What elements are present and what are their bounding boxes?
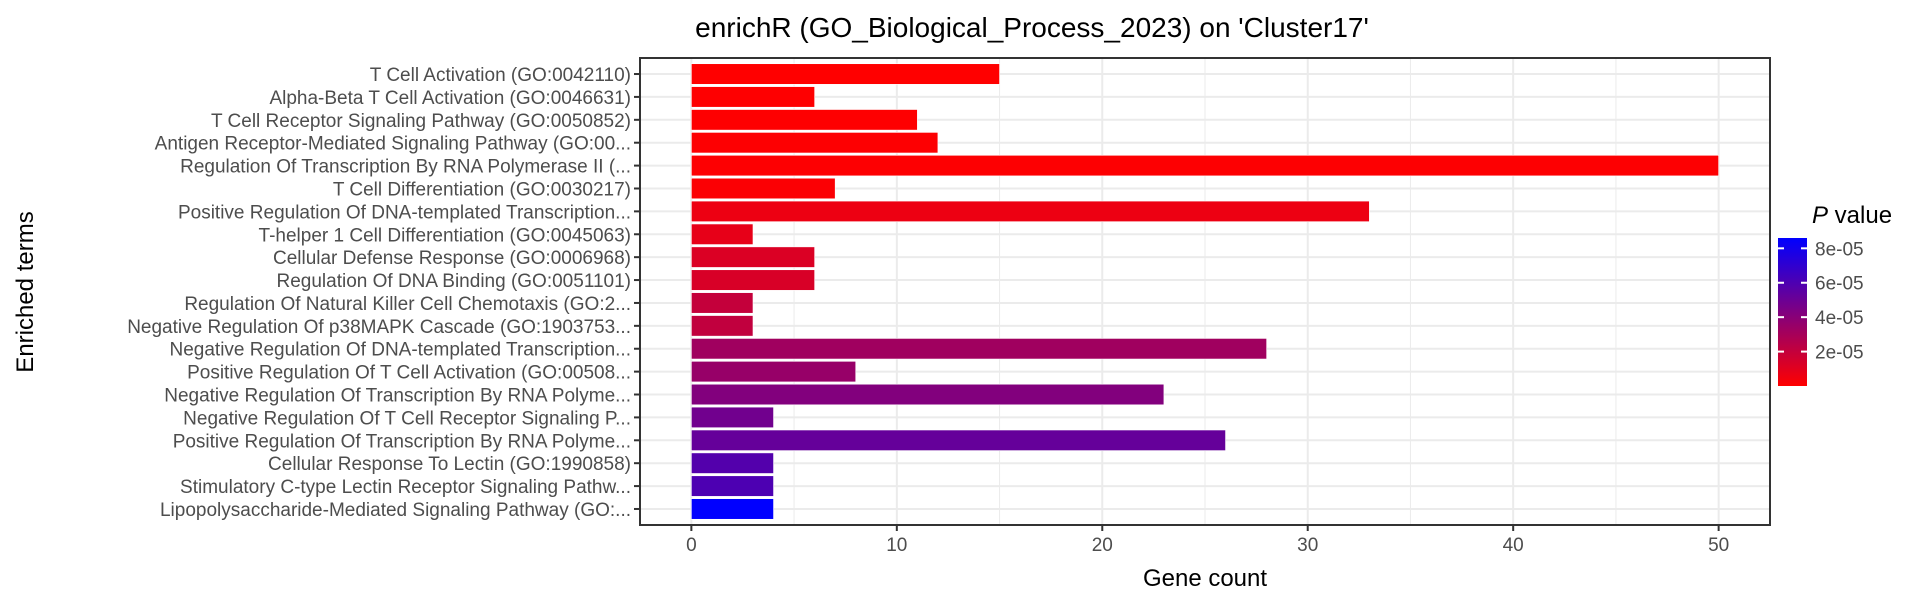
y-tick-label: T Cell Receptor Signaling Pathway (GO:00…: [211, 111, 631, 132]
bar: [691, 452, 774, 474]
bar: [691, 361, 857, 383]
y-tick-label: Regulation Of Transcription By RNA Polym…: [180, 157, 631, 178]
x-tick-label: 40: [1503, 535, 1524, 556]
y-tick-label: Negative Regulation Of DNA-templated Tra…: [170, 340, 632, 361]
y-tick-label: Negative Regulation Of Transcription By …: [164, 386, 631, 407]
y-tick-label: Regulation Of DNA Binding (GO:0051101): [276, 271, 631, 292]
chart-title: enrichR (GO_Biological_Process_2023) on …: [695, 12, 1369, 43]
legend-tick-label: 2e-05: [1815, 343, 1864, 364]
bar: [691, 406, 774, 429]
bar: [691, 475, 774, 497]
x-tick-label: 50: [1708, 535, 1729, 556]
legend-title-italic: P: [1812, 202, 1828, 229]
legend-colorbar: [1778, 238, 1807, 386]
y-tick-label: Alpha-Beta T Cell Activation (GO:0046631…: [269, 88, 631, 109]
y-axis: T Cell Activation (GO:0042110)Alpha-Beta…: [127, 65, 640, 521]
bar: [691, 109, 918, 131]
legend-tick-label: 8e-05: [1815, 239, 1864, 260]
x-tick-label: 10: [886, 535, 907, 556]
bar: [691, 498, 774, 520]
y-tick-label: T Cell Differentiation (GO:0030217): [333, 179, 631, 200]
y-tick-label: Positive Regulation Of Transcription By …: [173, 431, 631, 452]
y-tick-label: Negative Regulation Of T Cell Receptor S…: [183, 408, 631, 429]
y-tick-label: Cellular Defense Response (GO:0006968): [273, 248, 631, 269]
bar: [691, 154, 1719, 177]
bar: [691, 383, 1165, 406]
legend-title: P value: [1812, 202, 1892, 229]
y-axis-title: Enriched terms: [12, 211, 39, 372]
y-tick-label: Negative Regulation Of p38MAPK Cascade (…: [127, 317, 631, 338]
y-tick-label: Lipopolysaccharide-Mediated Signaling Pa…: [160, 500, 631, 521]
bar: [691, 200, 1370, 222]
y-tick-label: Cellular Response To Lectin (GO:1990858): [268, 454, 631, 475]
bars-layer: [691, 63, 1719, 520]
y-tick-label: Antigen Receptor-Mediated Signaling Path…: [155, 134, 631, 155]
x-axis-title: Gene count: [1143, 565, 1267, 592]
y-tick-label: Positive Regulation Of T Cell Activation…: [187, 363, 631, 384]
legend-ticks: 2e-05 4e-05 6e-05 8e-05: [1778, 239, 1864, 364]
y-tick-label: Positive Regulation Of DNA-templated Tra…: [178, 202, 631, 223]
bar: [691, 86, 815, 108]
bar: [691, 223, 754, 245]
y-tick-label: T Cell Activation (GO:0042110): [370, 65, 631, 86]
x-tick-label: 0: [686, 535, 697, 556]
legend-title-rest: value: [1828, 202, 1892, 229]
bar: [691, 132, 939, 154]
y-tick-label: Stimulatory C-type Lectin Receptor Signa…: [180, 477, 631, 498]
legend-tick-label: 6e-05: [1815, 274, 1864, 295]
bar: [691, 429, 1226, 451]
bar: [691, 338, 1267, 360]
bar: [691, 292, 754, 314]
x-axis: 0 10 20 30 40 50: [686, 525, 1729, 556]
panel-border: [639, 57, 1771, 526]
bar: [691, 63, 1000, 85]
y-tick-label: T-helper 1 Cell Differentiation (GO:0045…: [259, 225, 631, 246]
bar: [691, 269, 815, 291]
color-legend: P value 2e-05 4e-05 6e-05 8e-05: [1778, 202, 1892, 386]
x-tick-label: 20: [1092, 535, 1113, 556]
bar: [691, 177, 836, 200]
bar: [691, 246, 815, 268]
y-tick-label: Regulation Of Natural Killer Cell Chemot…: [184, 294, 631, 315]
x-tick-label: 30: [1297, 535, 1318, 556]
legend-tick-label: 4e-05: [1815, 308, 1864, 329]
bar: [691, 315, 754, 337]
